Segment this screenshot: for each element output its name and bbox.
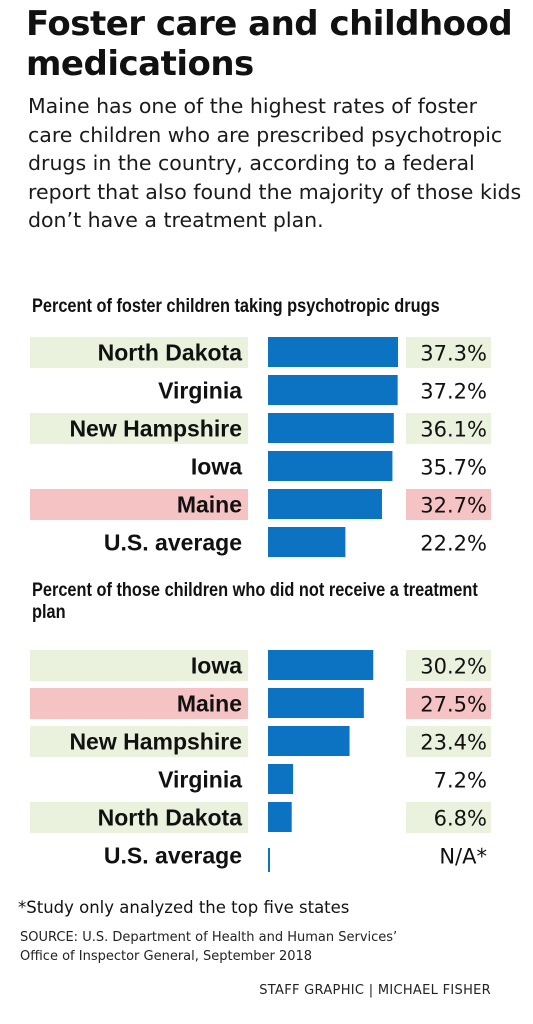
chart-1-psychotropic-drugs: North Dakota 37.3% Virginia 37.2% New Hampsh… (30, 337, 491, 557)
bar (268, 527, 346, 557)
category-label: Virginia (158, 378, 242, 404)
value-label: 37.3% (420, 342, 487, 366)
category-label: Iowa (191, 454, 242, 480)
row-highlight-label (30, 688, 248, 719)
category-label: U.S. average (104, 843, 242, 869)
row-highlight-label (30, 726, 248, 757)
row-highlight-label (30, 802, 248, 833)
chart-2-title: Percent of those children who did not re… (32, 580, 478, 623)
bar (268, 489, 382, 519)
category-label: U.S. average (104, 530, 242, 556)
source-line-1: SOURCE: U.S. Department of Health and Hu… (20, 930, 398, 945)
row-highlight-label (30, 337, 248, 368)
footnote: *Study only analyzed the top five states (18, 898, 350, 917)
row-highlight-label (30, 650, 248, 681)
value-label: 23.4% (420, 731, 487, 755)
row-highlight-label (30, 413, 248, 444)
category-label: Maine (177, 691, 242, 717)
category-label: Iowa (191, 653, 242, 679)
value-label: 32.7% (420, 494, 487, 518)
source-line-2: Office of Inspector General, September 2… (20, 949, 313, 964)
bar (268, 650, 374, 680)
source-note: SOURCE: U.S. Department of Health and Hu… (20, 928, 500, 966)
value-label: 7.2% (434, 769, 487, 793)
row-highlight-value (406, 688, 491, 719)
chart-1-title: Percent of foster children taking psycho… (32, 296, 440, 317)
category-label: North Dakota (98, 805, 243, 831)
row-highlight-value (406, 650, 491, 681)
bar (268, 802, 292, 832)
row-highlight-label (30, 489, 248, 520)
bar (268, 337, 398, 367)
bar-empty-marker (268, 848, 270, 872)
category-label: Virginia (158, 767, 242, 793)
category-label: North Dakota (98, 340, 243, 366)
category-label: New Hampshire (69, 729, 242, 755)
chart-2-no-treatment-plan: Iowa 30.2% Maine 27.5% New Hampshire 23.4% Vir… (30, 650, 491, 872)
bar (268, 375, 398, 405)
value-label: N/A* (439, 845, 487, 869)
category-label: New Hampshire (69, 416, 242, 442)
row-highlight-value (406, 413, 491, 444)
value-label: 37.2% (420, 380, 487, 404)
row-highlight-value (406, 337, 491, 368)
bar (268, 764, 294, 794)
value-label: 30.2% (420, 655, 487, 679)
value-label: 27.5% (420, 693, 487, 717)
row-highlight-value (406, 489, 491, 520)
value-label: 6.8% (434, 807, 487, 831)
bar (268, 688, 364, 718)
page-title: Foster care and childhood medications (26, 4, 513, 84)
staff-credit: STAFF GRAPHIC | MICHAEL FISHER (259, 983, 491, 998)
intro-text: Maine has one of the highest rates of fo… (28, 94, 522, 232)
row-highlight-value (406, 726, 491, 757)
bar (268, 413, 394, 443)
bar (268, 451, 393, 481)
bar (268, 726, 350, 756)
row-highlight-value (406, 802, 491, 833)
value-label: 22.2% (420, 532, 487, 556)
value-label: 36.1% (420, 418, 487, 442)
category-label: Maine (177, 492, 242, 518)
value-label: 35.7% (420, 456, 487, 480)
